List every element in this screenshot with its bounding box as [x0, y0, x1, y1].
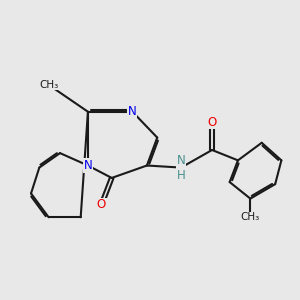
Text: CH₃: CH₃: [241, 212, 260, 222]
Text: O: O: [207, 116, 217, 129]
Text: N
H: N H: [177, 154, 185, 182]
Text: CH₃: CH₃: [39, 80, 58, 90]
Text: O: O: [97, 198, 106, 211]
Text: N: N: [84, 159, 92, 172]
Text: N: N: [128, 105, 137, 118]
